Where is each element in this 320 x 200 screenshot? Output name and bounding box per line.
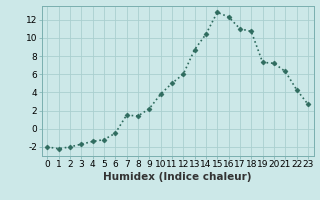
X-axis label: Humidex (Indice chaleur): Humidex (Indice chaleur): [103, 172, 252, 182]
